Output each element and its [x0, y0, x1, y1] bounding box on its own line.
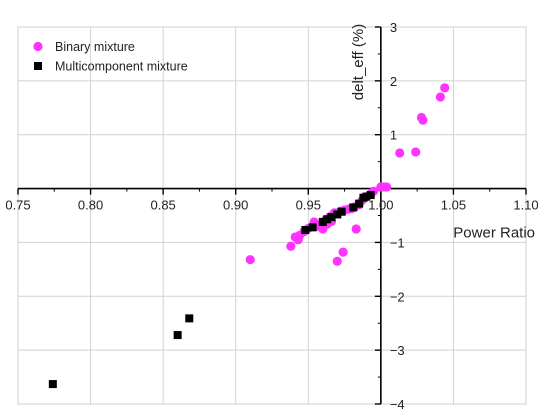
data-point-multicomponent — [185, 314, 194, 323]
data-point-multicomponent — [301, 226, 310, 235]
data-point-binary — [411, 147, 421, 157]
x-tick-label: 1.05 — [441, 198, 466, 213]
grid-lines — [17, 26, 527, 405]
data-point-multicomponent — [349, 203, 358, 212]
data-point-multicomponent — [318, 217, 327, 226]
legend: Binary mixture Multicomponent mixture — [33, 40, 188, 74]
data-point-binary — [245, 255, 255, 265]
x-tick-label: 0.75 — [5, 198, 30, 213]
x-axis-title: Power Ratio — [453, 225, 535, 242]
x-axis-ticks: 0.75 0.80 0.85 0.90 0.95 1.00 1.05 1.10 — [5, 188, 539, 213]
data-point-binary — [332, 256, 342, 266]
y-tick-label: −4 — [390, 397, 405, 412]
y-tick-label: 1 — [390, 128, 397, 143]
data-point-multicomponent — [308, 223, 317, 232]
data-point-multicomponent — [337, 207, 346, 216]
data-point-binary — [395, 148, 405, 158]
data-point-binary — [435, 92, 445, 102]
y-axis-ticks: −4 −3 −2 −1 1 2 3 — [374, 20, 405, 412]
x-tick-label: 1.00 — [368, 198, 393, 213]
x-tick-label: 0.80 — [78, 198, 103, 213]
y-axis-title: delt_eff (%) — [350, 24, 367, 100]
data-point-multicomponent — [366, 191, 375, 200]
x-tick-label: 0.85 — [150, 198, 175, 213]
x-tick-label: 1.10 — [513, 198, 538, 213]
y-tick-label: 2 — [390, 74, 397, 89]
data-point-binary — [338, 247, 348, 257]
legend-marker-binary-mixture — [33, 41, 43, 52]
data-point-binary — [286, 241, 296, 251]
data-point-multicomponent — [333, 210, 342, 219]
data-points — [48, 83, 450, 389]
data-point-multicomponent — [327, 213, 336, 222]
y-tick-label: −3 — [390, 343, 405, 358]
data-point-multicomponent — [323, 215, 332, 224]
x-tick-label: 0.95 — [296, 198, 321, 213]
data-point-multicomponent — [355, 199, 364, 208]
y-tick-label: 3 — [390, 20, 397, 35]
data-point-binary — [440, 83, 450, 93]
data-point-binary — [382, 182, 392, 192]
data-point-binary — [418, 115, 428, 125]
data-point-binary — [351, 224, 361, 234]
data-point-multicomponent — [173, 331, 182, 340]
y-tick-label: −2 — [390, 289, 405, 304]
legend-label-binary-mixture: Binary mixture — [55, 40, 135, 54]
legend-label-multicomponent-mixture: Multicomponent mixture — [55, 60, 188, 74]
legend-marker-multicomponent-mixture — [34, 62, 42, 70]
data-point-multicomponent — [362, 192, 371, 201]
y-tick-label: −1 — [390, 235, 405, 250]
plot-area — [17, 26, 527, 405]
x-tick-label: 0.90 — [223, 198, 248, 213]
axes — [18, 27, 526, 404]
data-point-multicomponent — [48, 380, 57, 389]
